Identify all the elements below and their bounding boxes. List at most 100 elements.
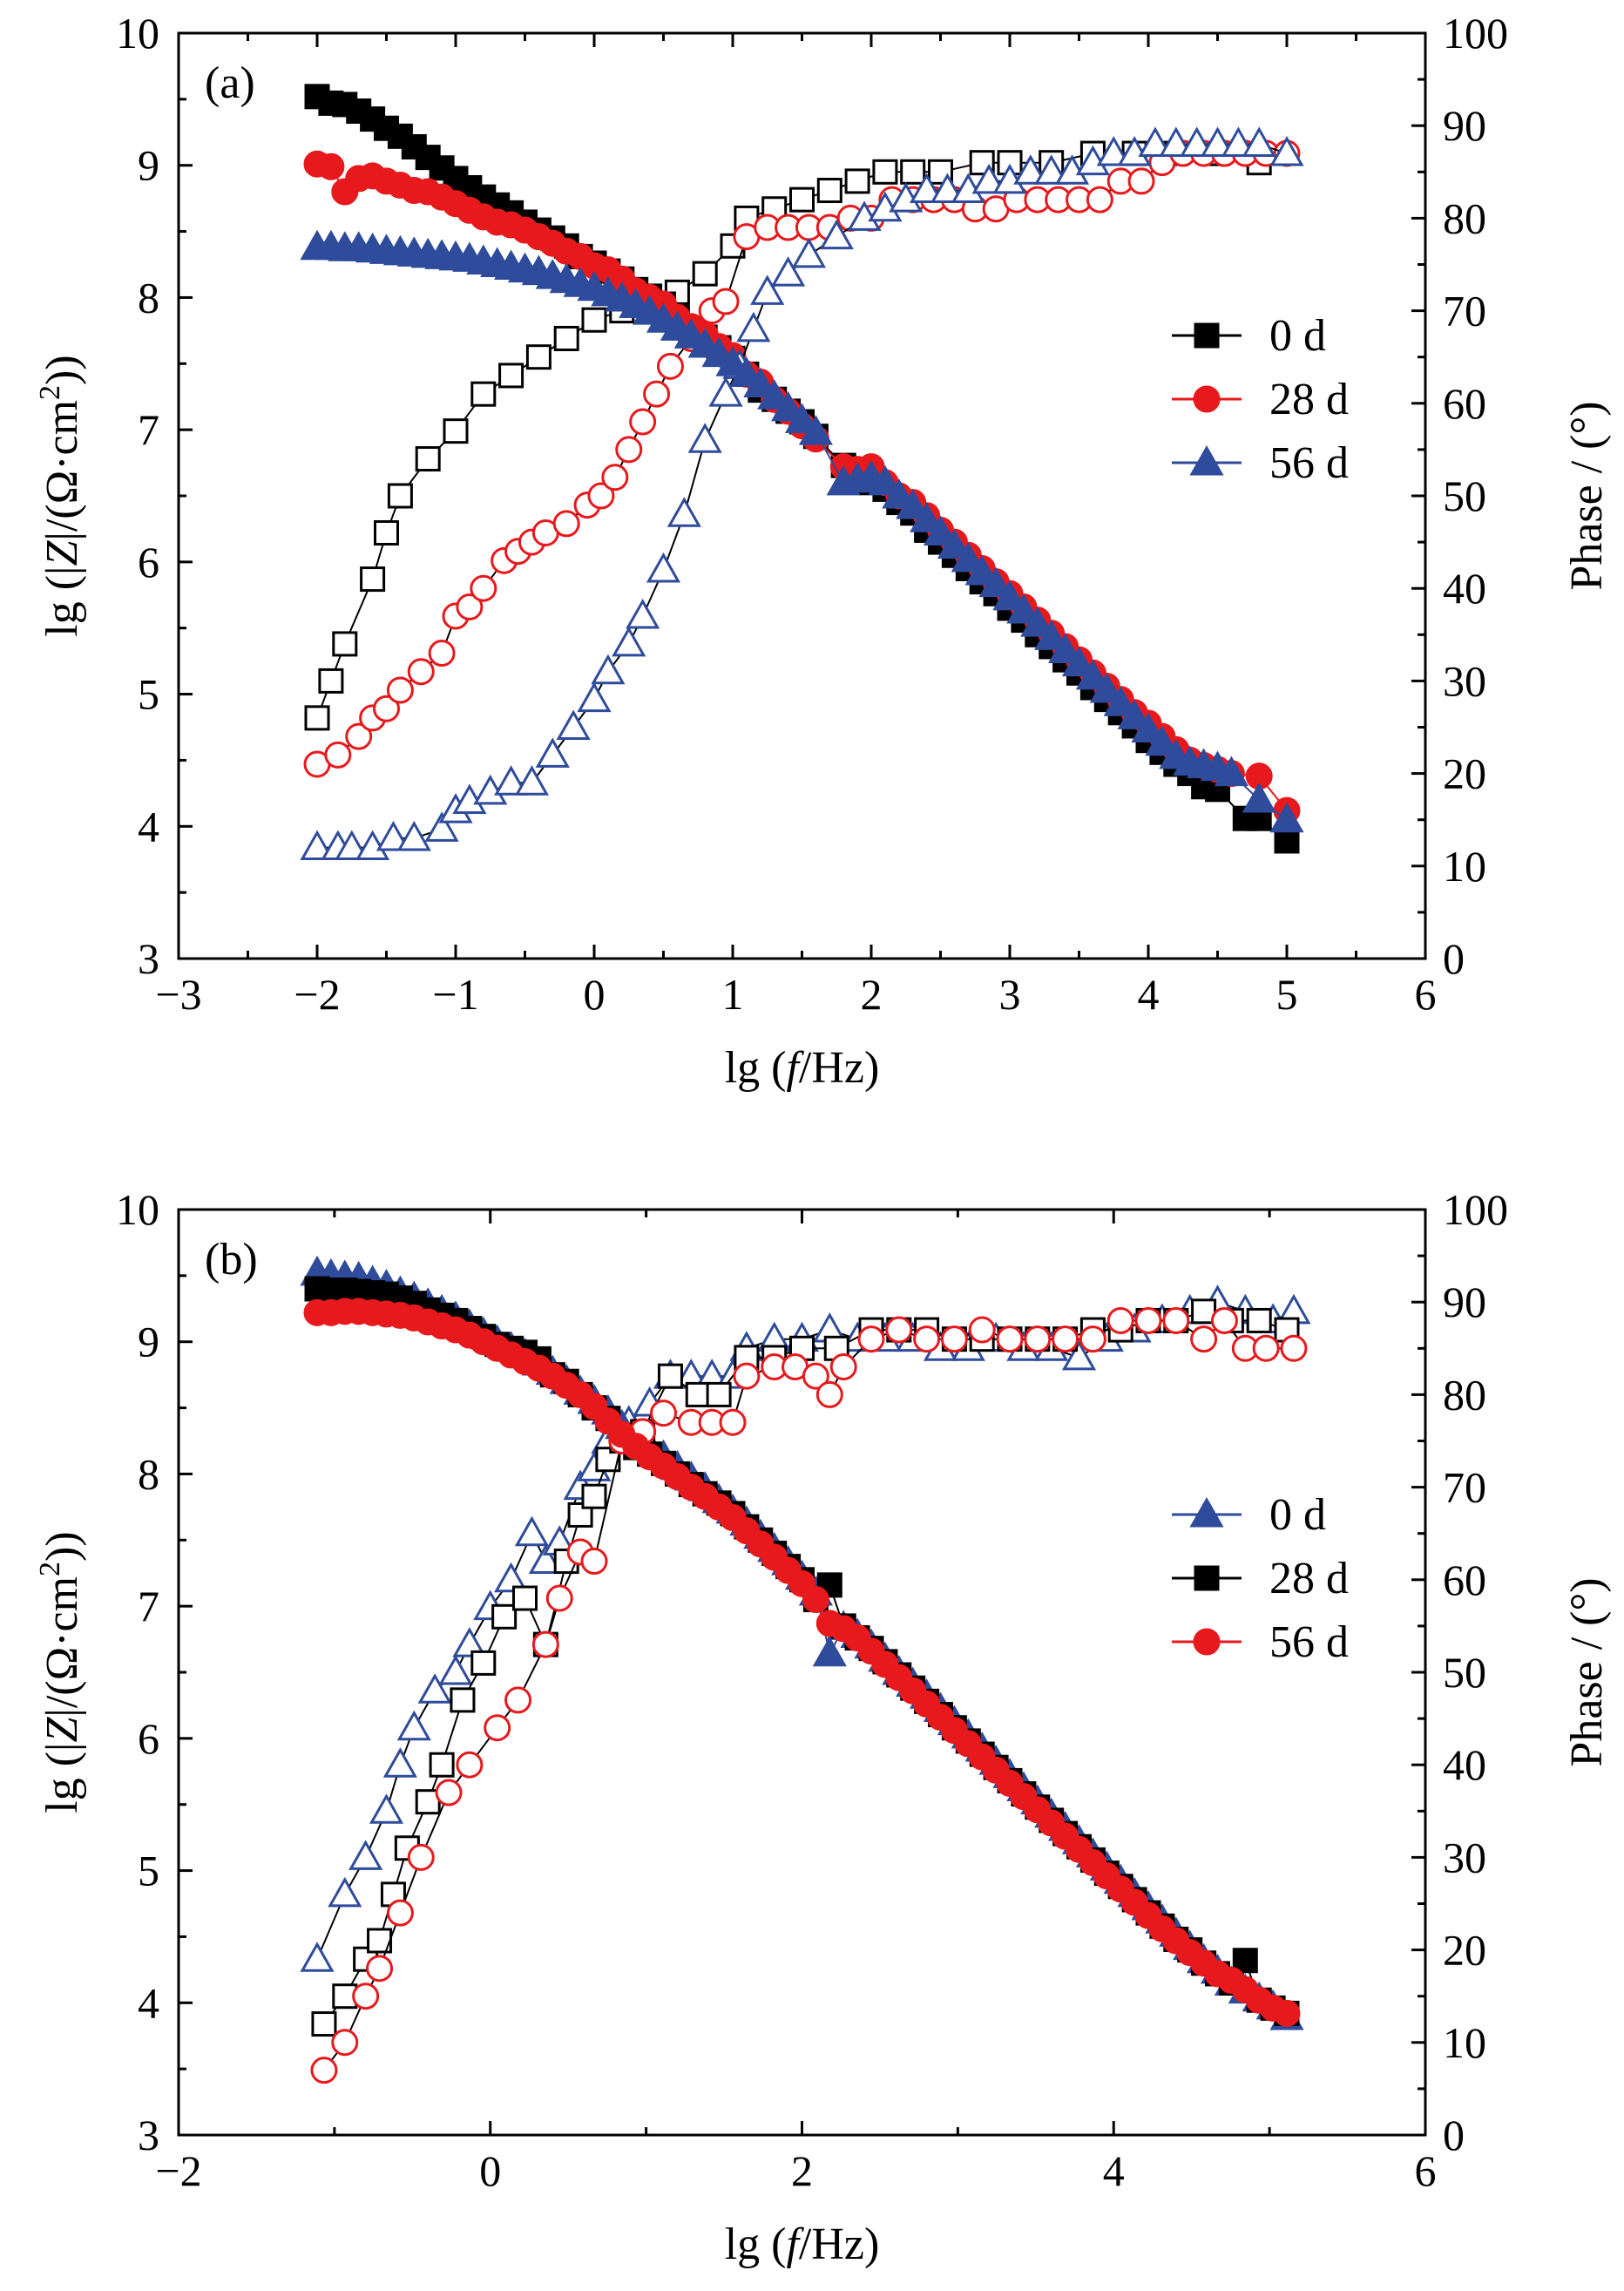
y2-tick-label: 100 xyxy=(1443,9,1508,58)
phase-point xyxy=(429,1752,455,1778)
phase-point xyxy=(552,510,580,538)
x-tick-label: 0 xyxy=(584,970,606,1019)
impedance-point xyxy=(896,489,930,519)
legend-label: 28 d xyxy=(1269,1554,1349,1603)
impedance-point xyxy=(1242,782,1276,813)
phase-point xyxy=(646,552,681,583)
phase-point xyxy=(750,275,785,305)
phase-point xyxy=(438,1654,473,1685)
impedance-point xyxy=(951,541,985,573)
impedance-point xyxy=(1103,686,1138,716)
phase-point xyxy=(829,1353,857,1381)
impedance-point xyxy=(1048,633,1083,664)
impedance-point xyxy=(868,464,903,496)
phase-point xyxy=(545,1584,573,1612)
x-axis-title-post: /Hz) xyxy=(799,2220,879,2269)
y-axis-title-post: )) xyxy=(37,1531,87,1562)
phase-point xyxy=(407,1843,435,1871)
phase-point xyxy=(374,519,399,546)
phase-point xyxy=(525,344,551,370)
impedance-point xyxy=(978,566,1013,598)
phase-point xyxy=(656,352,684,380)
phase-point xyxy=(601,464,629,491)
phase-point xyxy=(514,765,550,796)
y-tick-label: 5 xyxy=(138,1847,159,1895)
legend-label: 0 d xyxy=(1269,1490,1326,1540)
phase-point xyxy=(736,311,771,342)
phase-point xyxy=(470,1650,497,1676)
phase-point xyxy=(1159,126,1194,157)
phase-point xyxy=(386,1899,414,1927)
y-axis-title-pre: lg (| xyxy=(37,1743,87,1813)
y2-tick-label: 30 xyxy=(1443,1833,1486,1881)
series-3 xyxy=(300,126,1304,861)
y-axis-title-mid: |/(Ω·cm xyxy=(37,1576,87,1718)
x-tick-label: 5 xyxy=(1276,970,1298,1019)
x-tick-label: 4 xyxy=(1103,2146,1125,2195)
phase-point xyxy=(328,1876,362,1908)
impedance-point xyxy=(1214,756,1248,787)
phase-point xyxy=(443,418,469,444)
y-tick-label: 4 xyxy=(138,802,159,851)
phase-point xyxy=(615,436,643,464)
phase-point xyxy=(1252,1334,1280,1362)
phase-point xyxy=(733,1362,761,1390)
impedance-point xyxy=(771,390,806,422)
phase-point xyxy=(369,1793,404,1824)
phase-point xyxy=(428,640,456,668)
x-axis-title-post: /Hz) xyxy=(799,1043,879,1093)
y-axis-title: lg (|Z|/(Ω·cm2)) xyxy=(34,1531,87,1813)
y2-tick-label: 80 xyxy=(1443,1370,1486,1419)
impedance-point xyxy=(1131,712,1166,743)
phase-point xyxy=(452,1627,487,1657)
phase-point xyxy=(629,408,657,436)
y-axis-title-mid: |/(Ω·cm xyxy=(37,400,87,541)
impedance-point xyxy=(317,153,345,180)
impedance-point xyxy=(1075,659,1110,690)
phase-point xyxy=(1242,126,1276,157)
phase-point xyxy=(1096,136,1131,166)
y-axis-title-pre: lg (| xyxy=(37,566,87,637)
phase-point xyxy=(512,1585,538,1611)
phase-point xyxy=(913,1325,941,1353)
phase-point xyxy=(1061,1339,1097,1371)
phase-point xyxy=(424,811,459,842)
series-3 xyxy=(303,1298,1308,2084)
legend-label: 56 d xyxy=(1269,438,1349,488)
impedance-point xyxy=(798,415,833,445)
legend-marker xyxy=(1189,1496,1224,1528)
phase-point xyxy=(692,261,718,287)
legend-label: 0 d xyxy=(1269,311,1326,361)
phase-point xyxy=(789,186,815,213)
phase-point xyxy=(494,765,529,796)
impedance-point xyxy=(1006,593,1041,624)
y2-tick-label: 60 xyxy=(1443,1556,1486,1604)
impedance-point xyxy=(992,580,1027,611)
impedance-point xyxy=(1145,725,1180,756)
phase-point xyxy=(1024,1325,1052,1353)
phase-point xyxy=(657,1363,683,1389)
phase-point xyxy=(1269,136,1304,166)
phase-point xyxy=(968,1316,996,1344)
legend-marker xyxy=(1193,385,1221,413)
y-tick-label: 8 xyxy=(138,1449,159,1498)
y-tick-label: 4 xyxy=(138,1978,159,2027)
y-tick-label: 10 xyxy=(116,1185,159,1234)
x-axis-title: lg (f/Hz) xyxy=(725,1043,880,1093)
y-axis-title-var: Z xyxy=(37,1717,87,1743)
y2-tick-label: 0 xyxy=(1443,934,1465,983)
phase-point xyxy=(373,695,400,722)
impedance-point xyxy=(937,528,971,559)
impedance-point xyxy=(1232,1948,1258,1974)
impedance-point xyxy=(743,367,778,398)
impedance-point xyxy=(1034,620,1069,650)
phase-point xyxy=(643,380,671,408)
impedance-point xyxy=(1269,802,1304,833)
phase-point xyxy=(706,1381,732,1407)
phase-point xyxy=(971,163,1006,194)
y2-tick-label: 100 xyxy=(1443,1185,1508,1234)
phase-point xyxy=(1190,1325,1218,1353)
y-tick-label: 3 xyxy=(138,934,159,983)
phase-point xyxy=(348,1840,383,1870)
